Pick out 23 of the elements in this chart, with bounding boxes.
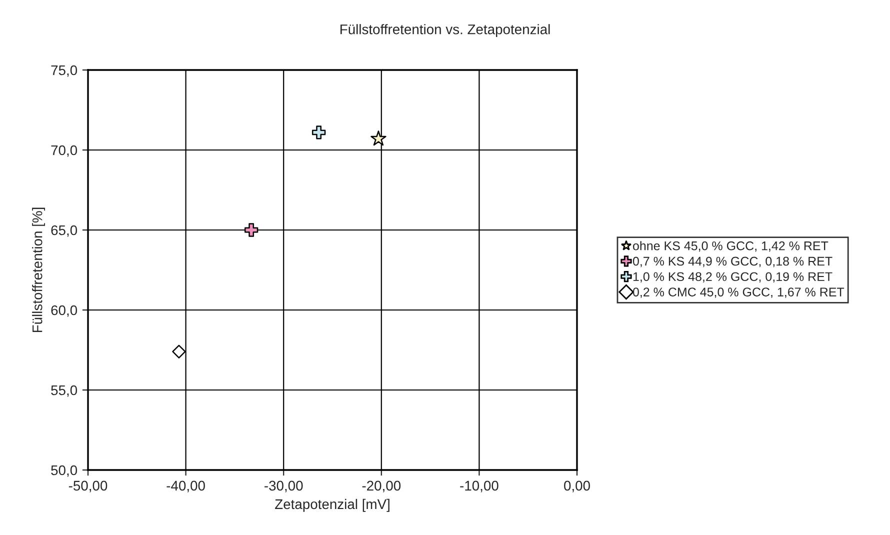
x-axis-title: Zetapotenzial [mV] <box>275 498 390 512</box>
y-tick-label: 70,0 <box>51 145 78 157</box>
point <box>244 223 258 237</box>
chart-title: Füllstoffretention vs. Zetapotenzial <box>340 24 550 38</box>
y-tick-label: 60,0 <box>51 305 78 317</box>
x-tick-label: -10,00 <box>460 480 498 492</box>
x-tick-label: -50,00 <box>68 480 108 492</box>
point <box>370 130 386 146</box>
y-tick-label: 55,0 <box>51 385 78 397</box>
x-tick-label: 0,00 <box>564 480 590 492</box>
x-tick-label: -20,00 <box>362 480 401 492</box>
x-tick-label: -40,00 <box>166 480 205 492</box>
legend-label: 0,2 % CMC 45,0 % GCC, 1,67 % RET <box>632 288 844 298</box>
y-tick-label: 65,0 <box>51 225 78 237</box>
legend-label: ohne KS 45,0 % GCC, 1,42 % RET <box>633 241 828 252</box>
legend-label: 1,0 % KS 48,2 % GCC, 0,19 % RET <box>633 272 832 283</box>
point <box>172 344 186 358</box>
y-axis-title: Füllstoffretention [%] <box>32 208 45 332</box>
y-tick-label: 75,0 <box>51 65 78 77</box>
point <box>312 126 326 140</box>
legend-label: 0,7 % KS 44,9 % GCC, 0,18 % RET <box>632 256 832 268</box>
x-tick-label: -30,00 <box>264 480 303 492</box>
y-tick-label: 50,0 <box>51 465 78 477</box>
